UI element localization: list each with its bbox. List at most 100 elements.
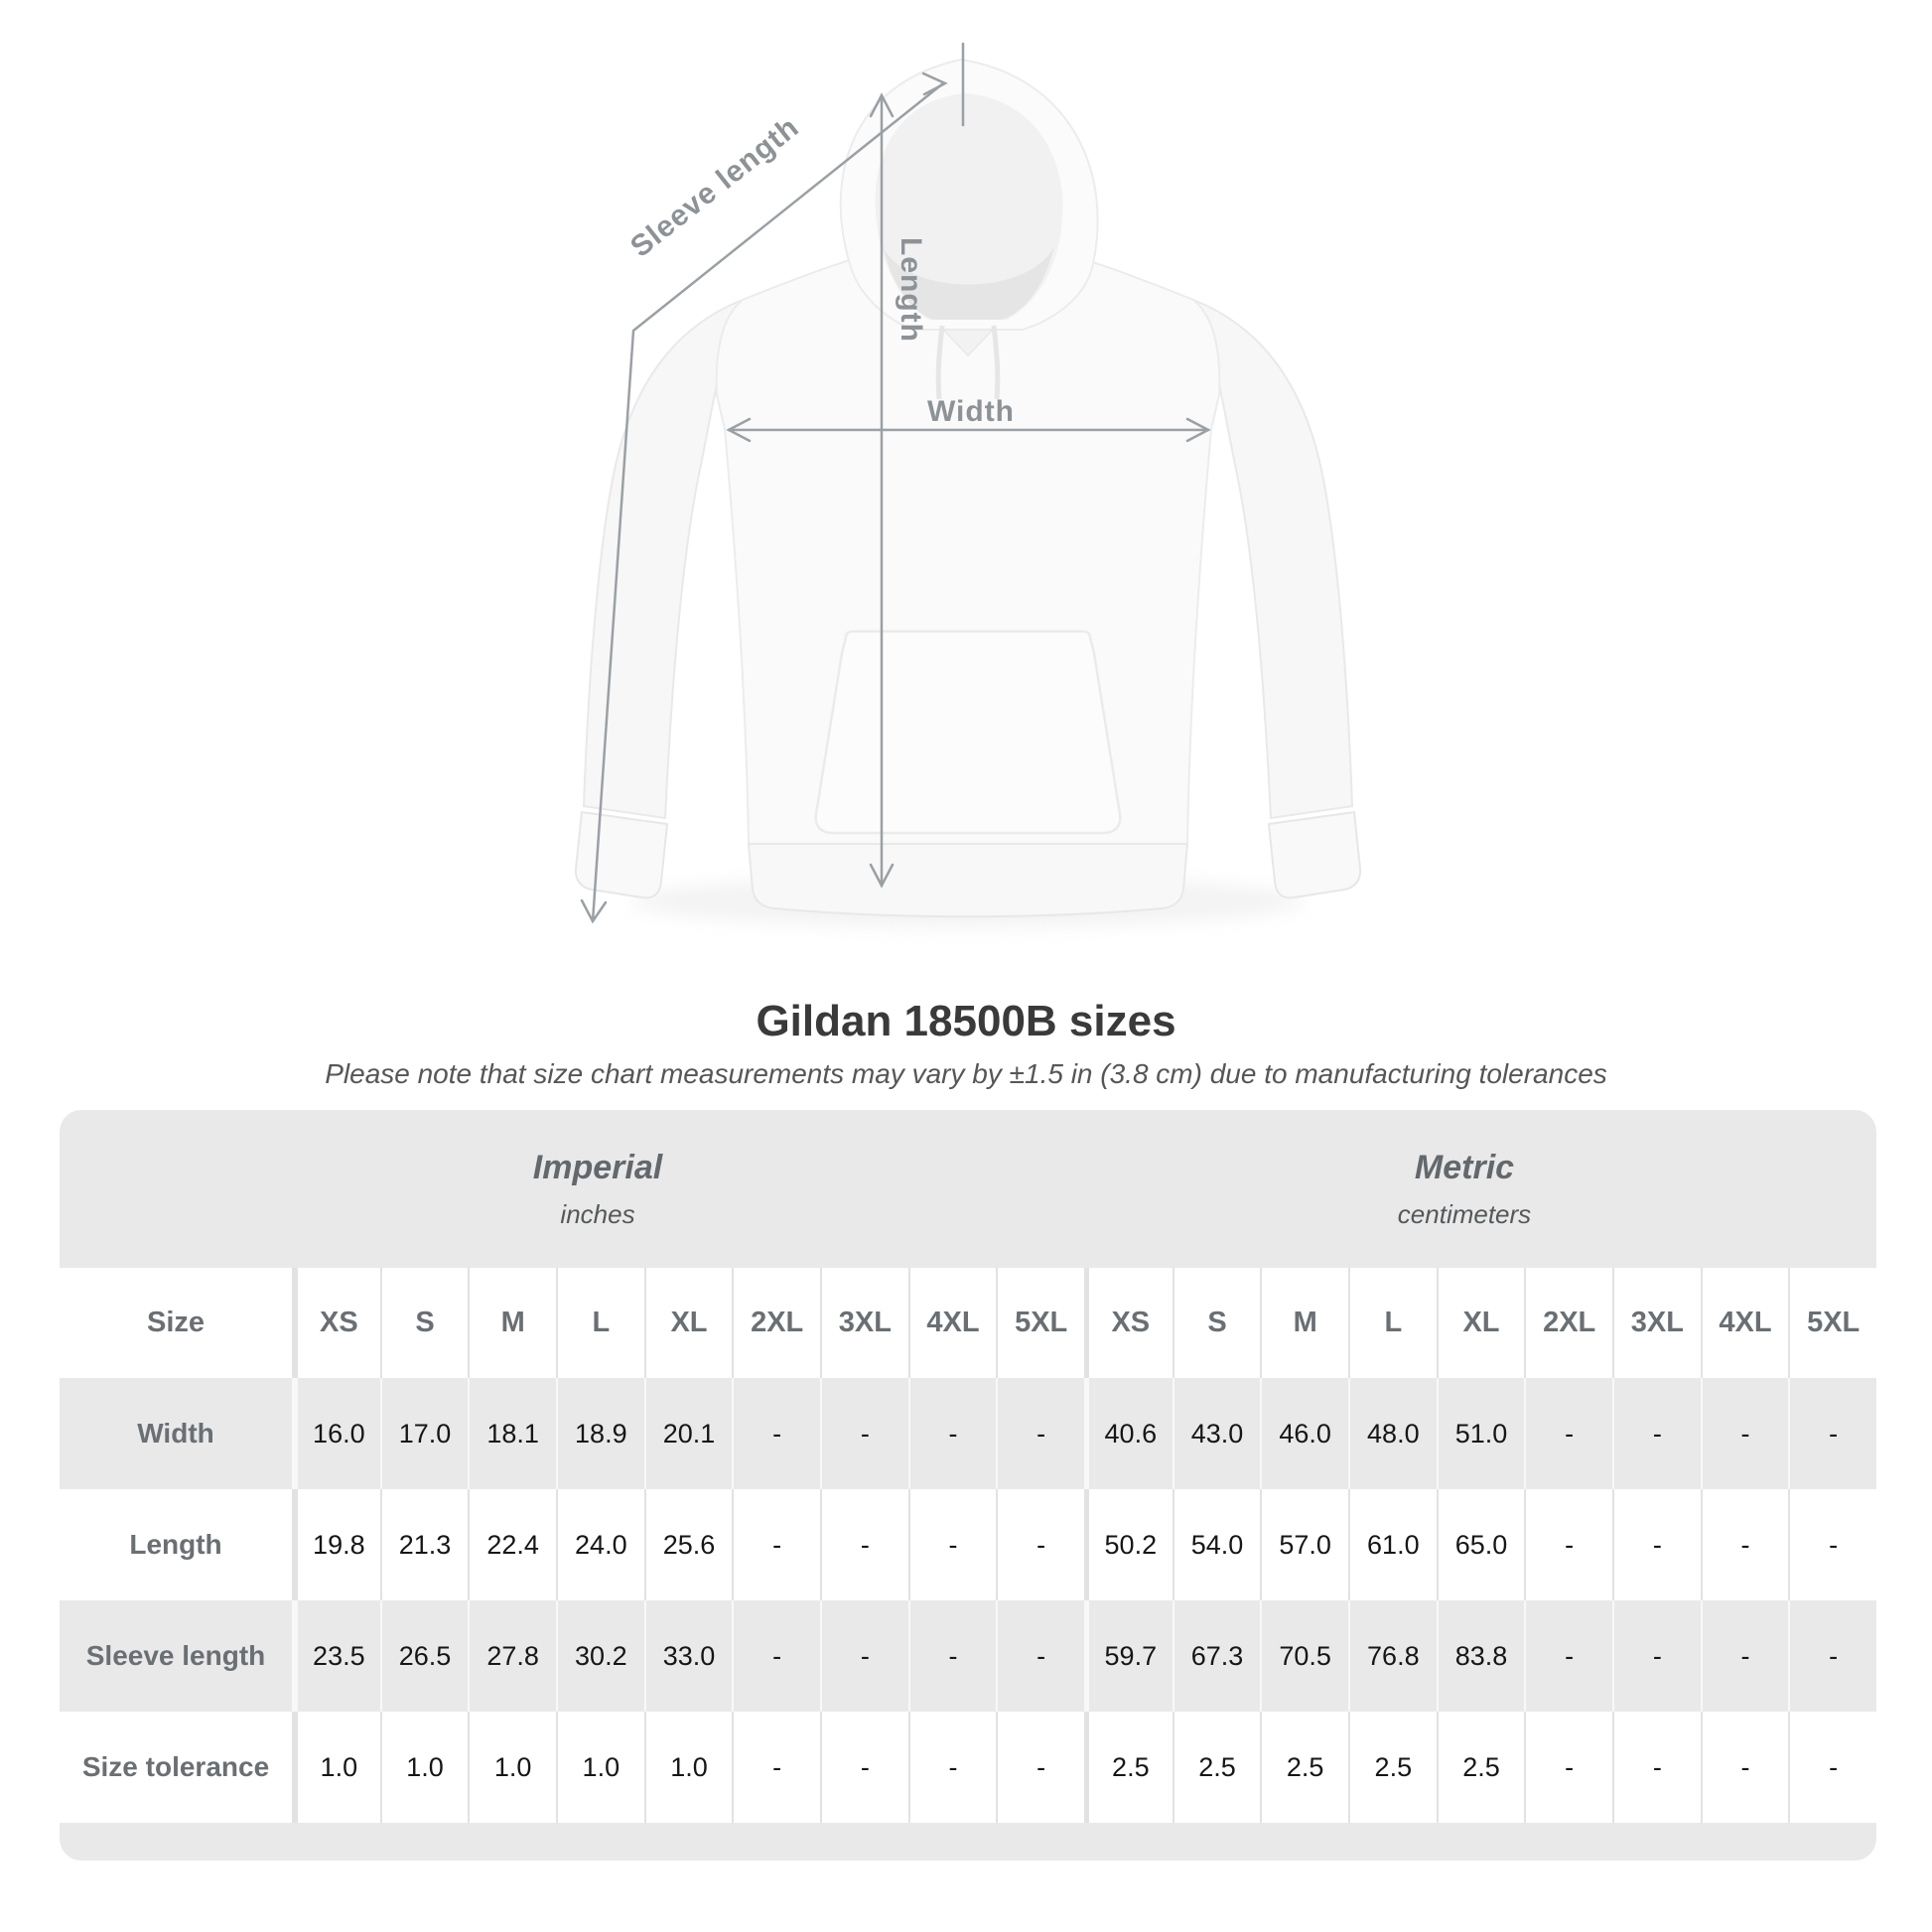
row-label-length: Length [129,1529,222,1560]
metric-group-header: Metric centimeters [1084,1110,1876,1268]
width-value-cell: - [732,1378,820,1489]
width-value-cell: - [819,1378,908,1489]
width-arrowhead-right [1185,417,1211,443]
sleeve-length-line [591,81,945,923]
imperial-units-label: inches [560,1198,635,1229]
size-tolerance-value-cell: - [996,1712,1084,1823]
size-tolerance-value-cell: - [819,1712,908,1823]
length-value-cell: 25.6 [643,1489,733,1600]
size-tolerance-value-cell: 2.5 [1436,1712,1525,1823]
size-tolerance-value-cell: 1.0 [292,1712,380,1823]
length-value-cell: - [996,1489,1084,1600]
size-column-header: 5XL [996,1268,1084,1378]
size-column-header: XL [1436,1268,1525,1378]
length-value-cell: 24.0 [555,1489,644,1600]
size-tolerance-value-cell: - [1788,1712,1876,1823]
length-value-cell: 54.0 [1172,1489,1261,1600]
width-value-cell: 43.0 [1172,1378,1261,1489]
size-column-header: XS [1083,1268,1173,1378]
length-value-cell: 50.2 [1083,1489,1173,1600]
table-row-sizes: Size XS S M L XL 2XL 3XL 4XL 5XL XS S M L XL 2XL 3XL 4XL… [60,1268,1876,1378]
size-column-header: 4XL [1700,1268,1789,1378]
size-column-header: 2XL [1524,1268,1612,1378]
width-value-cell: - [1700,1378,1789,1489]
size-tolerance-value-cell: 1.0 [555,1712,644,1823]
size-tolerance-value-cell: 1.0 [379,1712,469,1823]
length-value-cell: - [907,1489,997,1600]
length-value-cell: 22.4 [468,1489,556,1600]
page-title: Gildan 18500B sizes [756,997,1176,1045]
length-value-cell: - [1788,1489,1876,1600]
length-label: Length [895,237,927,343]
size-tolerance-value-cell: - [1611,1712,1701,1823]
row-label-width: Width [137,1418,214,1449]
size-tolerance-value-cell: 2.5 [1260,1712,1348,1823]
sleeve-arrowhead-bottom [580,898,608,924]
sleeve-length-value-cell: - [1611,1600,1701,1712]
size-column-header: L [555,1268,644,1378]
sleeve-length-value-cell: 30.2 [555,1600,644,1712]
length-value-cell: 21.3 [379,1489,469,1600]
size-tolerance-value-cell: 2.5 [1347,1712,1437,1823]
length-value-cell: - [732,1489,820,1600]
size-tolerance-value-cell: - [907,1712,997,1823]
sleeve-length-value-cell: - [732,1600,820,1712]
title-block: Gildan 18500B sizes Please note that siz… [0,997,1932,1090]
table-row-length: Length 19.8 21.3 22.4 24.0 25.6- - - -50.2 54.0 5… [60,1489,1876,1600]
table-footer-strip [60,1823,1876,1861]
sleeve-length-label: Sleeve length [624,110,805,263]
table-row-size-tolerance: Size tolerance 1.0 1.0 1.0 1.0 1.0- - - -2.5 2.5… [60,1712,1876,1823]
row-label-sleeve-length: Sleeve length [85,1640,266,1671]
size-tolerance-value-cell: 2.5 [1083,1712,1173,1823]
unit-group-header: Imperial inches Metric centimeters [60,1110,1876,1268]
tolerance-note: Please note that size chart measurements… [325,1058,1607,1089]
length-value-cell: - [1524,1489,1612,1600]
size-corner-header: Size [146,1307,206,1338]
size-column-header: 5XL [1788,1268,1876,1378]
length-value-cell: - [1700,1489,1789,1600]
size-column-header: M [468,1268,556,1378]
metric-units-label: centimeters [1397,1198,1532,1229]
length-arrowhead-top [869,92,895,118]
width-value-cell: - [996,1378,1084,1489]
sleeve-arrowhead-top [921,71,948,96]
length-value-cell: - [819,1489,908,1600]
length-arrowhead-bottom [869,863,895,889]
row-label-size-tolerance: Size tolerance [81,1751,270,1782]
sleeve-length-value-cell: - [1524,1600,1612,1712]
size-tolerance-value-cell: 1.0 [643,1712,733,1823]
width-value-cell: - [1788,1378,1876,1489]
table-row-width: Width 16.0 17.0 18.1 18.9 20.1- - - -40.6 43.0 46… [60,1378,1876,1489]
size-column-header: S [1172,1268,1261,1378]
width-value-cell: 20.1 [643,1378,733,1489]
sleeve-length-value-cell: - [1700,1600,1789,1712]
width-value-cell: 18.1 [468,1378,556,1489]
width-label: Width [927,395,1015,428]
width-value-cell: 16.0 [292,1378,380,1489]
size-column-header: 3XL [1611,1268,1701,1378]
width-value-cell: - [907,1378,997,1489]
length-value-cell: 61.0 [1347,1489,1437,1600]
sleeve-length-value-cell: - [1788,1600,1876,1712]
length-value-cell: 19.8 [292,1489,380,1600]
sleeve-length-value-cell: 27.8 [468,1600,556,1712]
size-column-header: 2XL [732,1268,820,1378]
length-value-cell: 57.0 [1260,1489,1348,1600]
size-tolerance-value-cell: - [1524,1712,1612,1823]
width-value-cell: 17.0 [379,1378,469,1489]
size-tolerance-value-cell: 1.0 [468,1712,556,1823]
size-column-header: 4XL [907,1268,997,1378]
hoodie-illustration: Sleeve length Length Width [574,42,1362,927]
length-value-cell: 65.0 [1436,1489,1525,1600]
sleeve-length-value-cell: 33.0 [643,1600,733,1712]
width-value-cell: 48.0 [1347,1378,1437,1489]
width-value-cell: 18.9 [555,1378,644,1489]
sleeve-length-value-cell: 59.7 [1083,1600,1173,1712]
sleeve-length-value-cell: - [996,1600,1084,1712]
width-value-cell: 51.0 [1436,1378,1525,1489]
size-tolerance-value-cell: - [1700,1712,1789,1823]
sleeve-length-value-cell: 83.8 [1436,1600,1525,1712]
size-column-header: XS [292,1268,380,1378]
imperial-group-header: Imperial inches [60,1110,1084,1268]
